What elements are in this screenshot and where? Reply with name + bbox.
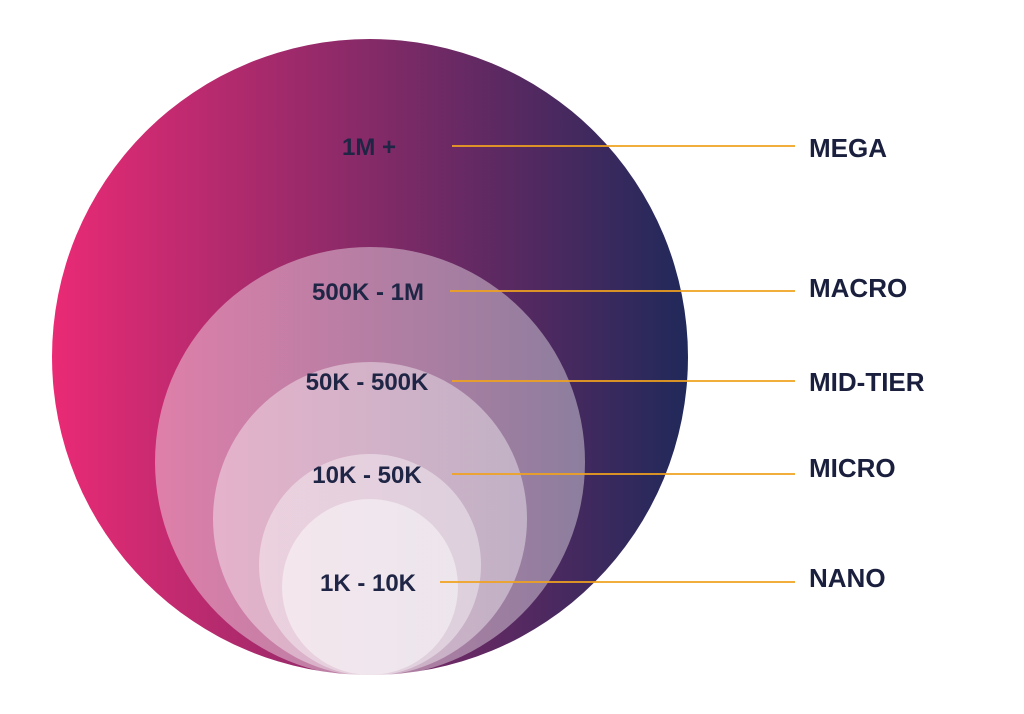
nano-tier-label: NANO — [809, 563, 886, 593]
macro-tier-label: MACRO — [809, 273, 907, 303]
mega-tier-label: MEGA — [809, 133, 887, 163]
mid-tier-tier-label: MID-TIER — [809, 367, 925, 397]
micro-tier-label: MICRO — [809, 453, 896, 483]
micro-circle — [259, 454, 481, 676]
mid-tier-circle — [213, 362, 527, 676]
macro-circle — [155, 247, 585, 677]
macro-range-label: 500K - 1M — [312, 279, 424, 306]
nano-circle — [282, 499, 458, 675]
mid-tier-range-label: 50K - 500K — [306, 369, 429, 396]
mega-circle — [52, 39, 688, 675]
nano-range-label: 1K - 10K — [320, 570, 417, 597]
mega-range-label: 1M + — [342, 134, 396, 161]
micro-range-label: 10K - 50K — [312, 462, 422, 489]
